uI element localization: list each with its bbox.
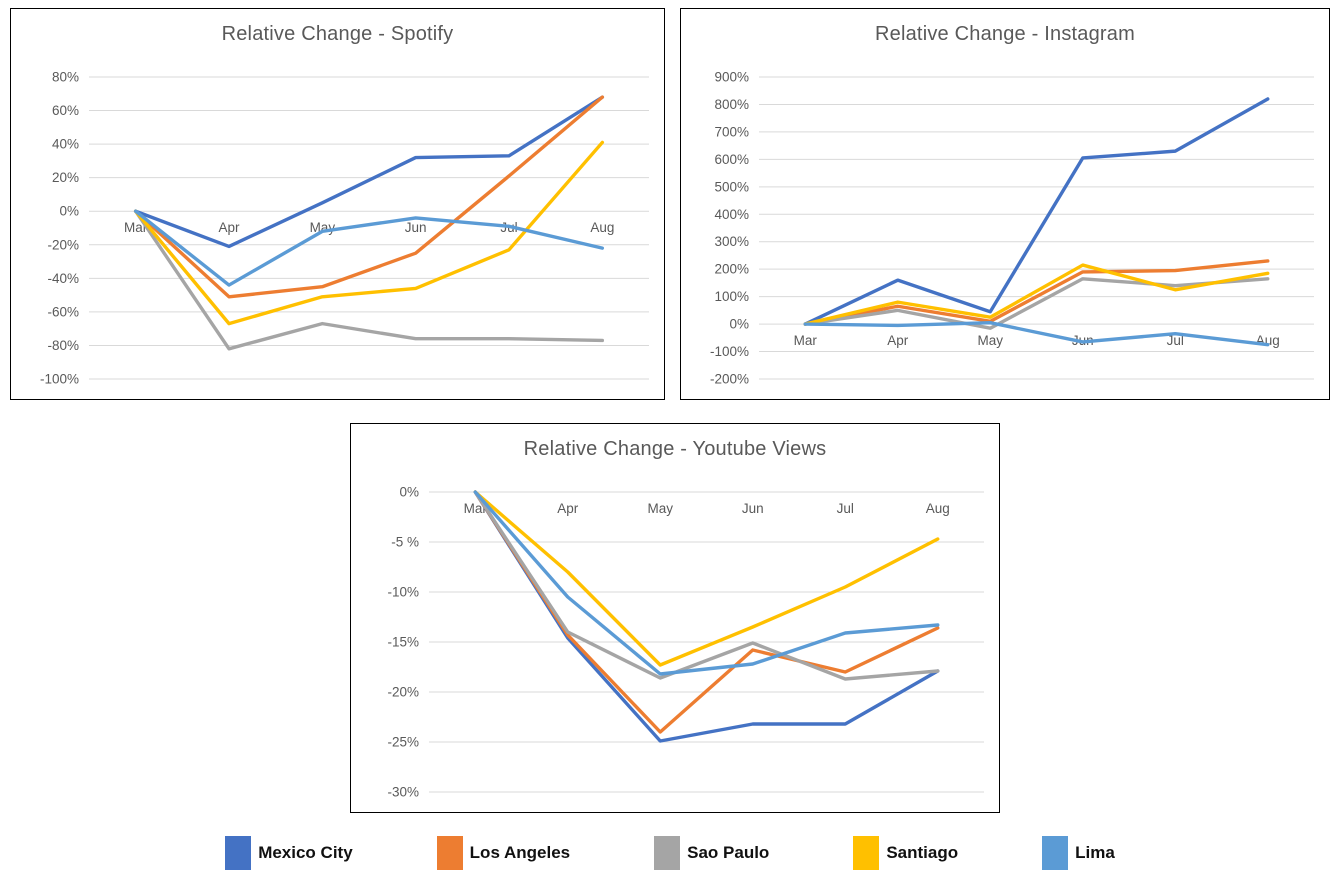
y-tick-label: 600% [714, 152, 749, 167]
x-tick-label: Apr [557, 501, 579, 516]
y-tick-label: -20% [47, 237, 79, 252]
y-tick-label: -100% [710, 344, 749, 359]
y-tick-label: 200% [714, 262, 749, 277]
sao-paulo-line [803, 277, 1270, 330]
x-tick-label: Mar [124, 220, 148, 235]
sao-paulo-line [133, 209, 605, 351]
legend-item-sao-paulo: Sao Paulo [654, 836, 769, 870]
x-tick-label: Aug [926, 501, 950, 516]
mexico-city-line [473, 490, 940, 743]
x-tick-label: May [647, 501, 673, 516]
legend-label: Mexico City [258, 843, 353, 862]
chart-spotify: Relative Change - Spotify 80% 60% 40% 20% 0%… [10, 8, 665, 400]
y-tick-label: 800% [714, 97, 749, 112]
santiago-line [803, 263, 1270, 326]
sao-paulo-line [473, 490, 940, 681]
y-tick-label: -5 % [391, 535, 419, 550]
chart-title-spotify: Relative Change - Spotify [221, 23, 454, 45]
x-tick-label: Jun [742, 501, 764, 516]
y-tick-label: 300% [714, 234, 749, 249]
los-angeles-line [133, 95, 605, 299]
legend-item-los-angeles: Los Angeles [436, 836, 571, 870]
y-tick-label: 0% [59, 204, 79, 219]
legend-item-mexico-city: Mexico City [225, 836, 353, 870]
chart-title-instagram: Relative Change - Instagram [875, 23, 1135, 45]
santiago-line [133, 140, 605, 326]
y-tick-label: 20% [52, 170, 79, 185]
chart-title-youtube-views: Relative Change - Youtube Views [523, 438, 827, 460]
legend-swatch-lima [1042, 836, 1069, 870]
y-tick-label: -10% [387, 585, 419, 600]
santiago-line [473, 490, 940, 667]
y-tick-label: -30% [387, 785, 419, 800]
y-tick-label: 400% [714, 207, 749, 222]
x-tick-label: Mar [794, 333, 818, 348]
lima-line [133, 209, 605, 287]
y-tick-label: 500% [714, 179, 749, 194]
mexico-city-line [803, 97, 1270, 326]
chart-youtube-views: Relative Change - Youtube Views 0% -5 % -1… [350, 423, 1000, 813]
legend-label: Sao Paulo [687, 843, 770, 862]
x-tick-label: May [977, 333, 1003, 348]
y-tick-label: 0% [729, 317, 749, 332]
chart-canvas-instagram: 900% 800% 700% 600% 500% 400% 300% 200% 100% 0% -1… [710, 70, 1314, 387]
chart-instagram: Relative Change - Instagram 900% 800% 700%… [680, 8, 1330, 400]
top-charts-row: Relative Change - Spotify 80% 60% 40% 20% 0%… [10, 8, 1330, 400]
y-tick-label: -25% [387, 735, 419, 750]
y-tick-label: 100% [714, 289, 749, 304]
y-tick-label: -80% [47, 338, 79, 353]
y-tick-label: 80% [52, 70, 79, 85]
legend-item-santiago: Santiago [853, 836, 958, 870]
y-tick-label: 0% [399, 485, 419, 500]
y-tick-label: -40% [47, 271, 79, 286]
legend-item-lima: Lima [1042, 836, 1115, 870]
y-tick-label: 60% [52, 103, 79, 118]
x-tick-label: Jul [1167, 333, 1184, 348]
y-tick-label: 700% [714, 124, 749, 139]
x-tick-label: Aug [590, 220, 614, 235]
x-tick-label: Jun [405, 220, 427, 235]
y-tick-label: -200% [710, 372, 749, 387]
legend-swatch-sao-paulo [654, 836, 681, 870]
legend-label: Lima [1075, 843, 1115, 862]
legend-label: Los Angeles [469, 843, 571, 862]
y-tick-label: -60% [47, 304, 79, 319]
x-tick-label: Apr [218, 220, 240, 235]
mexico-city-line [133, 95, 605, 249]
y-tick-label: -15% [387, 635, 419, 650]
legend-swatch-mexico-city [225, 836, 252, 870]
chart-legend: Mexico City Los Angeles Sao Paulo Santiago L… [0, 836, 1340, 870]
lima-line [803, 321, 1270, 347]
y-tick-label: 900% [714, 70, 749, 85]
legend-swatch-los-angeles [436, 836, 463, 870]
chart-canvas-spotify: 80% 60% 40% 20% 0% -20% -40% -60% -80% -100% Mar Ap… [40, 70, 649, 387]
chart-canvas-youtube-views: 0%-5 %-10%-15%-20%-25%-30%Mar Apr May Jun Ju… [387, 485, 984, 800]
lima-line [473, 490, 940, 676]
x-tick-label: Jul [837, 501, 854, 516]
y-tick-label: -20% [387, 685, 419, 700]
y-tick-label: 40% [52, 137, 79, 152]
x-tick-label: Apr [887, 333, 909, 348]
los-angeles-line [473, 490, 940, 734]
legend-swatch-santiago [853, 836, 880, 870]
los-angeles-line [803, 259, 1270, 326]
legend-label: Santiago [886, 843, 959, 862]
y-tick-label: -100% [40, 372, 79, 387]
